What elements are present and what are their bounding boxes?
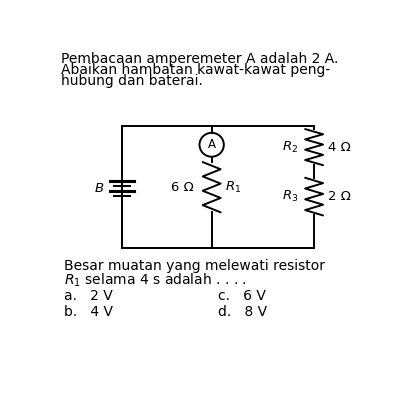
Text: Besar muatan yang melewati resistor: Besar muatan yang melewati resistor	[64, 259, 325, 273]
Text: $R_1$: $R_1$	[225, 180, 241, 195]
Text: $R_2$: $R_2$	[282, 140, 298, 155]
Text: 2 Ω: 2 Ω	[328, 190, 350, 203]
Text: b.   4 V: b. 4 V	[64, 305, 114, 319]
Text: hubung dan baterai.: hubung dan baterai.	[61, 74, 203, 88]
Text: $B$: $B$	[94, 182, 104, 195]
Text: $R_3$: $R_3$	[282, 189, 298, 204]
Text: c.   6 V: c. 6 V	[218, 289, 266, 303]
Text: a.   2 V: a. 2 V	[64, 289, 113, 303]
Text: Abaikan hambatan kawat-kawat peng-: Abaikan hambatan kawat-kawat peng-	[61, 63, 330, 77]
Circle shape	[199, 133, 224, 157]
Text: $R_1$ selama 4 s adalah . . . .: $R_1$ selama 4 s adalah . . . .	[64, 272, 247, 289]
Text: Pembacaan amperemeter A adalah 2 A.: Pembacaan amperemeter A adalah 2 A.	[61, 52, 339, 66]
Text: 4 Ω: 4 Ω	[328, 141, 350, 154]
Text: A: A	[208, 138, 216, 151]
Text: 6 Ω: 6 Ω	[171, 181, 194, 194]
Text: d.   8 V: d. 8 V	[218, 305, 267, 319]
